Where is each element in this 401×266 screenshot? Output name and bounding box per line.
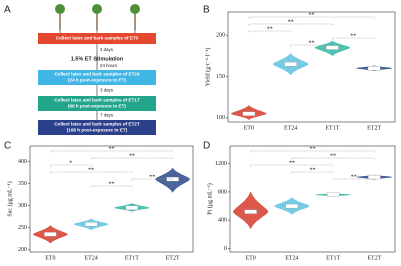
sig-bracket (131, 178, 173, 181)
x-tick-label: ET2T (367, 125, 381, 131)
sig-bracket (291, 157, 375, 160)
x-tick-label: ET2T (367, 255, 381, 261)
y-axis-title: Sac (μg mL⁻¹) (6, 181, 13, 216)
x-tick-label: ET24 (84, 255, 97, 261)
sig-bracket (250, 164, 334, 167)
y-tick-label: 200 (18, 247, 27, 253)
plot-frame (29, 145, 194, 253)
y-tick-label: 300 (18, 203, 27, 209)
median-box (326, 45, 339, 50)
x-tick-label: ET1T (326, 255, 340, 261)
x-tick-label: ET24 (285, 255, 298, 261)
plot-frame (229, 145, 396, 253)
sig-label: ** (149, 174, 155, 180)
sig-label: ** (310, 167, 316, 173)
step-text: Collect latex and bark samples of ET2T (54, 122, 139, 127)
sig-label: ** (310, 146, 316, 152)
panel-label: B (203, 5, 210, 16)
sig-bracket (90, 157, 173, 160)
median-box (367, 66, 381, 71)
sig-bracket (248, 16, 375, 19)
step-text: Collect latex and bark samples of ET0 (56, 36, 139, 41)
y-tick-label: 800 (218, 189, 227, 195)
panel-label: D (203, 141, 210, 152)
sig-label: ** (267, 26, 273, 32)
step-box (38, 96, 156, 111)
sig-label: ** (88, 167, 94, 173)
median-box (84, 222, 98, 227)
median-box (242, 111, 256, 116)
median-box (244, 209, 257, 214)
panel-a: A Collect latex and bark samples of ET0 … (4, 4, 156, 135)
y-tick-label: 100 (216, 115, 225, 121)
y-tick-label: 400 (218, 218, 227, 224)
y-tick-label: 350 (18, 181, 27, 187)
sig-label: ** (351, 174, 357, 180)
x-tick-label: ET0 (244, 125, 254, 131)
interval: 3 days (100, 88, 114, 93)
median-box (44, 232, 57, 237)
sig-bracket (50, 150, 173, 153)
trees (55, 4, 140, 33)
step-text: (24 h post-exposure to ET) (68, 78, 126, 83)
sig-label: ** (309, 40, 315, 46)
sig-label: ** (309, 12, 315, 18)
y-tick-label: 150 (216, 74, 225, 80)
sig-label: * (69, 160, 72, 166)
interval: 7 days (100, 113, 114, 118)
x-tick-label: ET2T (166, 255, 180, 261)
step-text: (168 h post-exposure to ET) (67, 128, 128, 133)
median-box (326, 192, 340, 197)
sig-bracket (50, 164, 92, 167)
median-box (284, 61, 297, 67)
panel-label: A (4, 5, 11, 16)
sig-bracket (90, 185, 133, 188)
step-text: (96 h post-exposure to ET) (68, 104, 126, 109)
sig-label: ** (109, 146, 115, 152)
sig-label: ** (330, 153, 336, 159)
plot-frame (227, 11, 396, 123)
sig-bracket (332, 178, 375, 181)
sig-label: ** (109, 181, 115, 187)
y-tick-label: 200 (216, 33, 225, 39)
y-tick-label: 1200 (215, 161, 227, 167)
sig-label: ** (289, 160, 295, 166)
sig-label: ** (129, 153, 135, 159)
sig-label: ** (288, 19, 294, 25)
sig-bracket (291, 171, 334, 174)
median-box (368, 174, 381, 180)
x-tick-label: ET1T (325, 125, 339, 131)
x-tick-label: ET1T (125, 255, 139, 261)
sig-label: ** (350, 33, 356, 39)
sig-bracket (248, 23, 333, 26)
interval: 2 days (100, 47, 114, 52)
step-text: Collect latex and bark samples of ET1T (54, 98, 139, 103)
x-tick-label: ET24 (284, 125, 297, 131)
median-box (125, 205, 139, 210)
interval: 24 hours (100, 63, 118, 68)
x-tick-label: ET0 (45, 255, 55, 261)
median-box (285, 203, 299, 209)
step-box (38, 70, 156, 85)
sig-bracket (332, 37, 375, 40)
y-axis-title: Pi (μg mL⁻¹) (206, 183, 213, 215)
sig-bracket (50, 171, 133, 174)
y-tick-label: 0 (224, 246, 227, 252)
sig-bracket (250, 150, 375, 153)
sig-bracket (290, 44, 333, 47)
y-axis-title: Yield (g·t⁻¹·l⁻¹) (204, 48, 211, 87)
y-tick-label: 400 (18, 159, 27, 165)
step-text: Collect latex and bark samples of ET24 (54, 72, 139, 77)
step-box (38, 33, 156, 44)
treatment: 1.5% ET Stimulation (71, 56, 124, 62)
panel-label: C (4, 141, 11, 152)
x-tick-label: ET0 (245, 255, 255, 261)
step-box (38, 120, 156, 135)
sig-bracket (248, 30, 291, 33)
y-tick-label: 250 (18, 225, 27, 231)
